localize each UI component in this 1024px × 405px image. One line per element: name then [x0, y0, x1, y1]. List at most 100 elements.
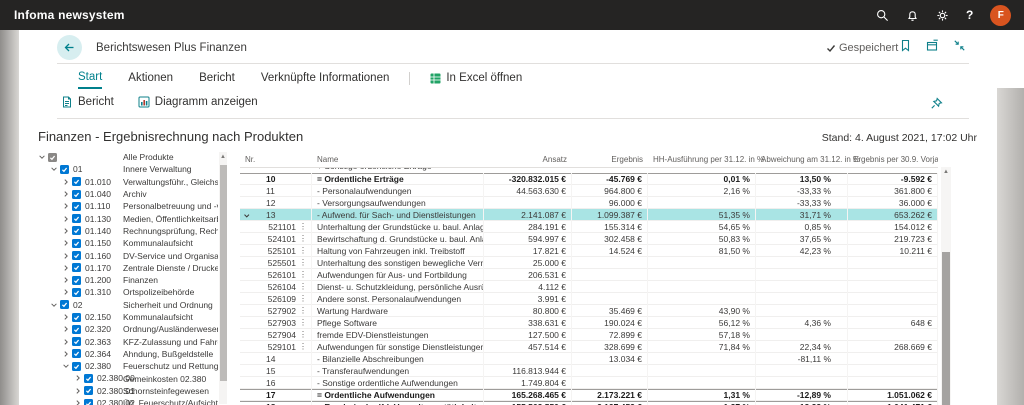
chevron-right-icon[interactable]: [62, 190, 70, 198]
more-options-icon[interactable]: ⋮: [299, 245, 307, 257]
chevron-right-icon[interactable]: [62, 239, 70, 247]
tree-checkbox[interactable]: [72, 177, 81, 186]
table-scrollbar-thumb[interactable]: [942, 252, 950, 405]
tree-checkbox[interactable]: [72, 276, 81, 285]
more-options-icon[interactable]: ⋮: [299, 317, 307, 329]
tree-checkbox[interactable]: [72, 190, 81, 199]
tree-checkbox[interactable]: [72, 202, 81, 211]
chevron-down-icon[interactable]: [62, 362, 70, 370]
column-header-hh[interactable]: HH-Ausführung per 31.12. in %: [648, 155, 756, 164]
chevron-right-icon[interactable]: [62, 202, 70, 210]
report-button[interactable]: Bericht: [61, 96, 114, 108]
tree-checkbox[interactable]: [72, 325, 81, 334]
more-options-icon[interactable]: ⋮: [299, 329, 307, 341]
more-options-icon[interactable]: ⋮: [299, 305, 307, 317]
table-row-526104[interactable]: 526104⋮Dienst- u. Schutzkleidung, persön…: [240, 281, 938, 293]
search-icon[interactable]: [876, 9, 889, 22]
tree-checkbox[interactable]: [60, 165, 69, 174]
tab-bericht[interactable]: Bericht: [199, 72, 235, 88]
tree-checkbox[interactable]: [72, 349, 81, 358]
tree-checkbox[interactable]: [72, 362, 81, 371]
bell-icon[interactable]: [906, 9, 919, 22]
more-options-icon[interactable]: ⋮: [299, 221, 307, 233]
table-row-526101[interactable]: 526101⋮Aufwendungen für Aus- und Fortbil…: [240, 269, 938, 281]
chevron-right-icon[interactable]: [62, 215, 70, 223]
table-row-526109[interactable]: 526109⋮Andere sonst. Personalaufwendunge…: [240, 293, 938, 305]
chevron-right-icon[interactable]: [74, 387, 82, 395]
chevron-right-icon[interactable]: [62, 178, 70, 186]
chevron-right-icon[interactable]: [62, 313, 70, 321]
scroll-up-icon[interactable]: ▲: [219, 154, 227, 160]
tree-checkbox[interactable]: [84, 399, 93, 405]
tree-checkbox[interactable]: [72, 214, 81, 223]
help-icon[interactable]: ?: [966, 8, 973, 22]
chevron-right-icon[interactable]: [62, 252, 70, 260]
breadcrumb[interactable]: Berichtswesen Plus Finanzen: [96, 42, 247, 54]
chevron-right-icon[interactable]: [62, 338, 70, 346]
pin-icon[interactable]: [930, 97, 943, 110]
table-row-525101[interactable]: 525101⋮Haltung von Fahrzeugen inkl. Trei…: [240, 245, 938, 257]
tree-checkbox[interactable]: [84, 386, 93, 395]
gear-icon[interactable]: [936, 9, 949, 22]
tree-checkbox[interactable]: [72, 239, 81, 248]
chevron-right-icon[interactable]: [62, 350, 70, 358]
tab-aktionen[interactable]: Aktionen: [128, 72, 173, 88]
tree-checkbox[interactable]: [72, 251, 81, 260]
tree-item-root[interactable]: Alle Produkte: [38, 151, 218, 163]
tree-checkbox[interactable]: [72, 288, 81, 297]
open-in-excel-button[interactable]: In Excel öffnen: [430, 72, 522, 88]
collapse-icon[interactable]: [953, 39, 966, 52]
tree-checkbox[interactable]: [72, 263, 81, 272]
table-row-525501[interactable]: 525501⋮Unterhaltung des sonstigen bewegl…: [240, 257, 938, 269]
tree-checkbox[interactable]: [72, 337, 81, 346]
column-header-abw[interactable]: Abweichung am 31.12. in %: [756, 155, 848, 164]
tab-start[interactable]: Start: [78, 71, 102, 89]
show-chart-button[interactable]: Diagramm anzeigen: [138, 96, 258, 108]
tab-verknuepfte-informationen[interactable]: Verknüpfte Informationen: [261, 72, 390, 88]
bookmark-icon[interactable]: [899, 39, 912, 52]
column-header-nr[interactable]: Nr.: [240, 155, 312, 164]
more-options-icon[interactable]: ⋮: [299, 293, 307, 305]
back-button[interactable]: [57, 35, 82, 60]
open-in-window-icon[interactable]: [926, 39, 939, 52]
tree-scrollbar-thumb[interactable]: [220, 165, 227, 381]
chevron-right-icon[interactable]: [62, 264, 70, 272]
tree-checkbox[interactable]: [60, 300, 69, 309]
tree-checkbox[interactable]: [84, 374, 93, 383]
column-header-ansatz[interactable]: Ansatz: [484, 155, 572, 164]
chevron-down-icon[interactable]: [38, 153, 46, 161]
table-scrollbar[interactable]: ▲: [941, 167, 951, 405]
tree-checkbox[interactable]: [72, 226, 81, 235]
chevron-right-icon[interactable]: [62, 325, 70, 333]
tree-checkbox[interactable]: [48, 153, 57, 162]
more-options-icon[interactable]: ⋮: [299, 269, 307, 281]
avatar[interactable]: F: [990, 5, 1011, 26]
more-options-icon[interactable]: ⋮: [299, 341, 307, 353]
chevron-down-icon[interactable]: [50, 301, 58, 309]
row-expand-chevron-icon[interactable]: [243, 212, 251, 220]
table-row-521101[interactable]: 521101⋮Unterhaltung der Grundstücke u. b…: [240, 221, 938, 233]
chevron-right-icon[interactable]: [74, 399, 82, 405]
tree-checkbox[interactable]: [72, 313, 81, 322]
table-row-12[interactable]: 12- Versorgungsaufwendungen96.000 €-33,3…: [240, 197, 938, 209]
table-row-17[interactable]: 17= Ordentliche Aufwendungen165.268.465 …: [240, 389, 938, 401]
column-header-name[interactable]: Name: [312, 155, 484, 164]
